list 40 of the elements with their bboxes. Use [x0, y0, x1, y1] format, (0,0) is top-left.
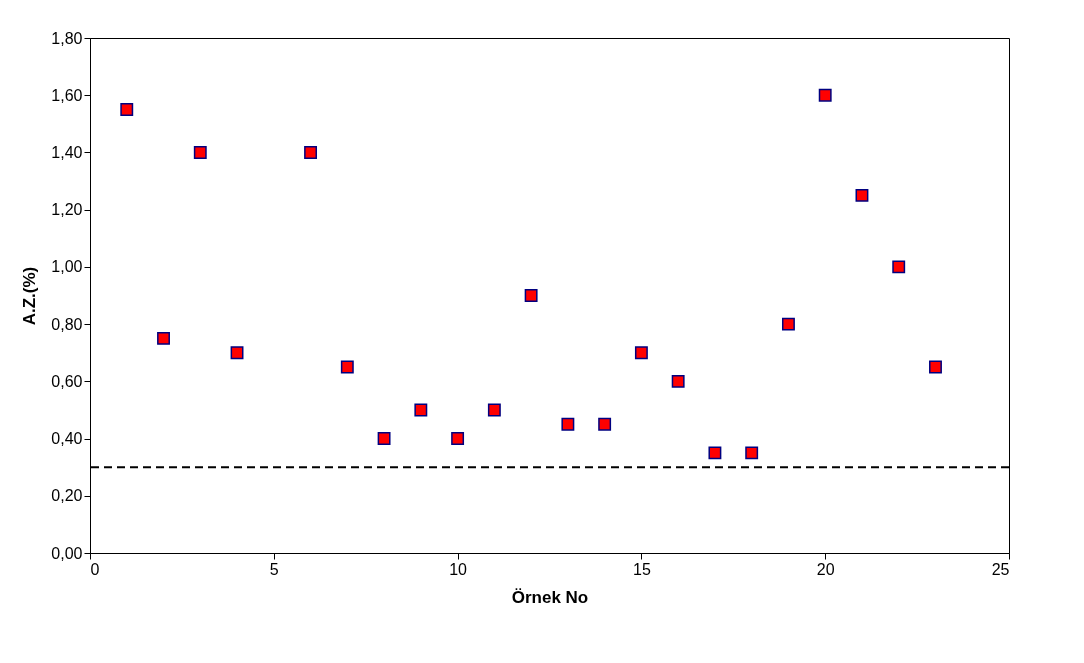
- x-tick-label: 0: [90, 560, 100, 578]
- point: [671, 374, 685, 388]
- y-tick-label: 0,60: [51, 372, 83, 390]
- y-tick-label: 1,40: [51, 143, 83, 161]
- y-axis-title: A.Z.(%): [20, 266, 40, 326]
- point: [230, 346, 244, 360]
- y-tick-label: 0,80: [51, 315, 83, 333]
- point: [708, 446, 722, 460]
- point: [377, 432, 391, 446]
- point: [818, 88, 832, 102]
- x-tick-label: 15: [633, 560, 651, 578]
- point: [855, 188, 869, 202]
- y-tick-label: 0,40: [51, 430, 83, 448]
- point: [598, 417, 612, 431]
- point: [745, 446, 759, 460]
- point: [634, 346, 648, 360]
- point: [304, 145, 318, 159]
- y-tick-label: 1,60: [51, 86, 83, 104]
- point: [929, 360, 942, 374]
- point: [157, 331, 170, 345]
- x-tick-label: 5: [269, 560, 279, 578]
- y-tick-label: 1,00: [51, 258, 83, 276]
- point: [892, 260, 906, 274]
- x-tick-label: 25: [991, 560, 1010, 578]
- point: [340, 360, 354, 374]
- y-tick-label: 1,20: [51, 201, 83, 219]
- x-axis-title: Örnek No: [511, 587, 589, 607]
- x-tick-label: 10: [449, 560, 468, 578]
- point: [451, 432, 465, 446]
- point: [487, 403, 501, 417]
- y-tick-label: 0,00: [51, 544, 83, 562]
- point: [561, 417, 575, 431]
- y-tick-label: 0,20: [51, 487, 83, 505]
- point: [193, 145, 207, 159]
- point: [781, 317, 795, 331]
- point: [120, 103, 134, 116]
- y-tick-label: 1,80: [51, 29, 83, 47]
- point: [524, 289, 538, 302]
- x-tick-label: 20: [816, 560, 835, 578]
- point: [414, 403, 428, 417]
